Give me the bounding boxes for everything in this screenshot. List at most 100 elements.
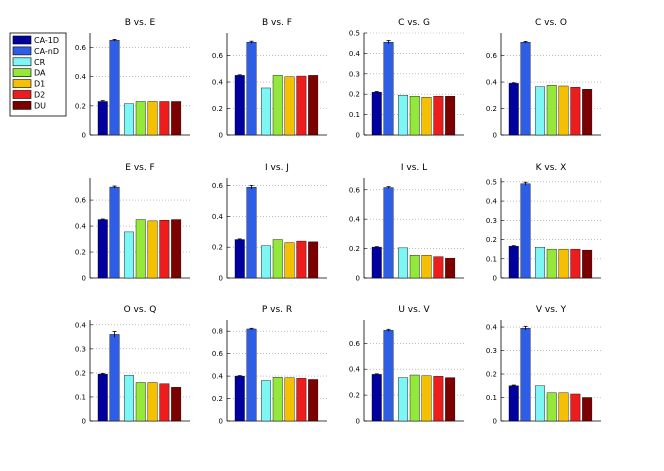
y-tick-label: 0 <box>356 275 360 283</box>
y-tick-label: 0 <box>219 132 223 140</box>
bar <box>109 40 120 136</box>
bar <box>159 383 170 422</box>
bar <box>296 240 307 279</box>
bar <box>582 89 593 136</box>
bar <box>135 101 146 136</box>
y-tick-label: 0.4 <box>349 50 361 58</box>
y-tick-label: 0.4 <box>486 79 498 87</box>
bar <box>433 376 444 422</box>
y-tick-label: 0.4 <box>212 213 224 221</box>
legend-swatch <box>12 46 32 56</box>
y-tick-label: 0.2 <box>349 91 360 99</box>
bar <box>109 334 120 422</box>
panel-title: B vs. F <box>262 18 292 28</box>
y-tick-label: 0.5 <box>486 178 497 186</box>
panel-title: P vs. R <box>262 305 292 315</box>
panel-title: O vs. Q <box>124 305 157 315</box>
y-tick-label: 0.1 <box>75 393 86 401</box>
bar <box>261 87 271 136</box>
bar <box>546 392 557 422</box>
bar <box>246 328 257 422</box>
chart-panel: I vs. L 0 0.2 0.4 0.6 <box>349 163 464 283</box>
bar <box>147 220 158 279</box>
y-tick-label: 0.4 <box>75 321 87 329</box>
y-tick-label: 0.1 <box>486 255 497 263</box>
panel-title: U vs. V <box>398 305 430 315</box>
bar <box>159 220 170 279</box>
bar <box>171 387 182 422</box>
bar <box>398 377 408 422</box>
y-tick-label: 0 <box>82 132 86 140</box>
bar <box>582 397 593 422</box>
bar <box>135 219 146 279</box>
legend-label: D1 <box>34 80 45 89</box>
legend-label: CA-1D <box>34 36 59 45</box>
bar <box>123 103 134 136</box>
chart-panel: U vs. V 0 0.2 0.4 0.6 <box>349 305 464 426</box>
y-tick-label: 0 <box>493 132 497 140</box>
bar <box>123 375 134 422</box>
bar <box>296 378 307 422</box>
chart-panel: I vs. J 0 0.2 0.4 0.6 <box>212 163 327 283</box>
bar <box>409 255 420 279</box>
y-tick-label: 0.3 <box>75 345 86 353</box>
chart-panel: B vs. F 0 0.2 0.4 0.6 <box>212 18 327 140</box>
y-tick-label: 0.2 <box>75 369 86 377</box>
y-tick-label: 0.2 <box>75 249 86 257</box>
bar <box>508 83 519 136</box>
y-tick-label: 0.2 <box>486 371 497 379</box>
bar <box>308 75 319 136</box>
panel-title: B vs. E <box>125 18 156 28</box>
chart-panel: O vs. Q 0 0.1 0.2 0.3 0.4 <box>75 305 190 426</box>
bar <box>261 380 271 422</box>
y-tick-label: 0 <box>356 132 360 140</box>
bar <box>371 91 382 136</box>
y-tick-label: 0 <box>493 418 497 426</box>
bar <box>445 377 456 422</box>
bar <box>371 374 382 422</box>
bar <box>97 219 108 279</box>
bar <box>570 393 581 422</box>
y-tick-label: 0.6 <box>212 52 224 60</box>
y-tick-label: 0.6 <box>75 44 87 52</box>
y-tick-label: 0.4 <box>75 73 87 81</box>
bar <box>520 328 531 422</box>
y-tick-label: 0.2 <box>212 105 223 113</box>
bar <box>284 76 295 136</box>
bar <box>558 392 569 422</box>
y-tick-label: 0.3 <box>486 217 497 225</box>
chart-panel: C vs. G 0 0.1 0.2 0.3 0.4 0.5 <box>349 18 464 140</box>
bar <box>570 248 581 279</box>
y-tick-label: 0.6 <box>212 182 224 190</box>
bar <box>234 75 245 136</box>
bar <box>383 187 394 279</box>
bar <box>421 97 432 136</box>
bar <box>97 373 108 422</box>
legend-label: D2 <box>34 91 45 100</box>
legend-label: DA <box>34 69 46 78</box>
y-tick-label: 0.4 <box>212 373 224 381</box>
chart-panel: C vs. O 0 0.2 0.4 0.6 <box>486 18 601 140</box>
bar <box>246 42 257 136</box>
y-tick-label: 0.3 <box>349 70 360 78</box>
legend-swatch <box>12 90 32 99</box>
bar <box>535 247 545 279</box>
y-tick-label: 0 <box>219 275 223 283</box>
y-tick-label: 0.2 <box>349 245 360 253</box>
panel-title: C vs. G <box>398 18 430 28</box>
bar <box>508 246 519 279</box>
y-tick-label: 0.1 <box>486 394 497 402</box>
bar <box>520 42 531 136</box>
legend-swatch <box>12 35 32 45</box>
chart-panels: B vs. E 0 0.2 0.4 0.6 B vs. F 0 0.2 0.4 0.6 C vs. … <box>75 18 601 426</box>
panel-title: C vs. O <box>535 18 567 28</box>
bar <box>535 385 545 422</box>
bar <box>159 101 170 136</box>
chart-panel: B vs. E 0 0.2 0.4 0.6 <box>75 18 190 140</box>
y-tick-label: 0.6 <box>75 197 87 205</box>
bar <box>308 241 319 279</box>
bar <box>421 375 432 422</box>
bar <box>272 75 283 136</box>
panel-title: K vs. X <box>536 163 567 173</box>
